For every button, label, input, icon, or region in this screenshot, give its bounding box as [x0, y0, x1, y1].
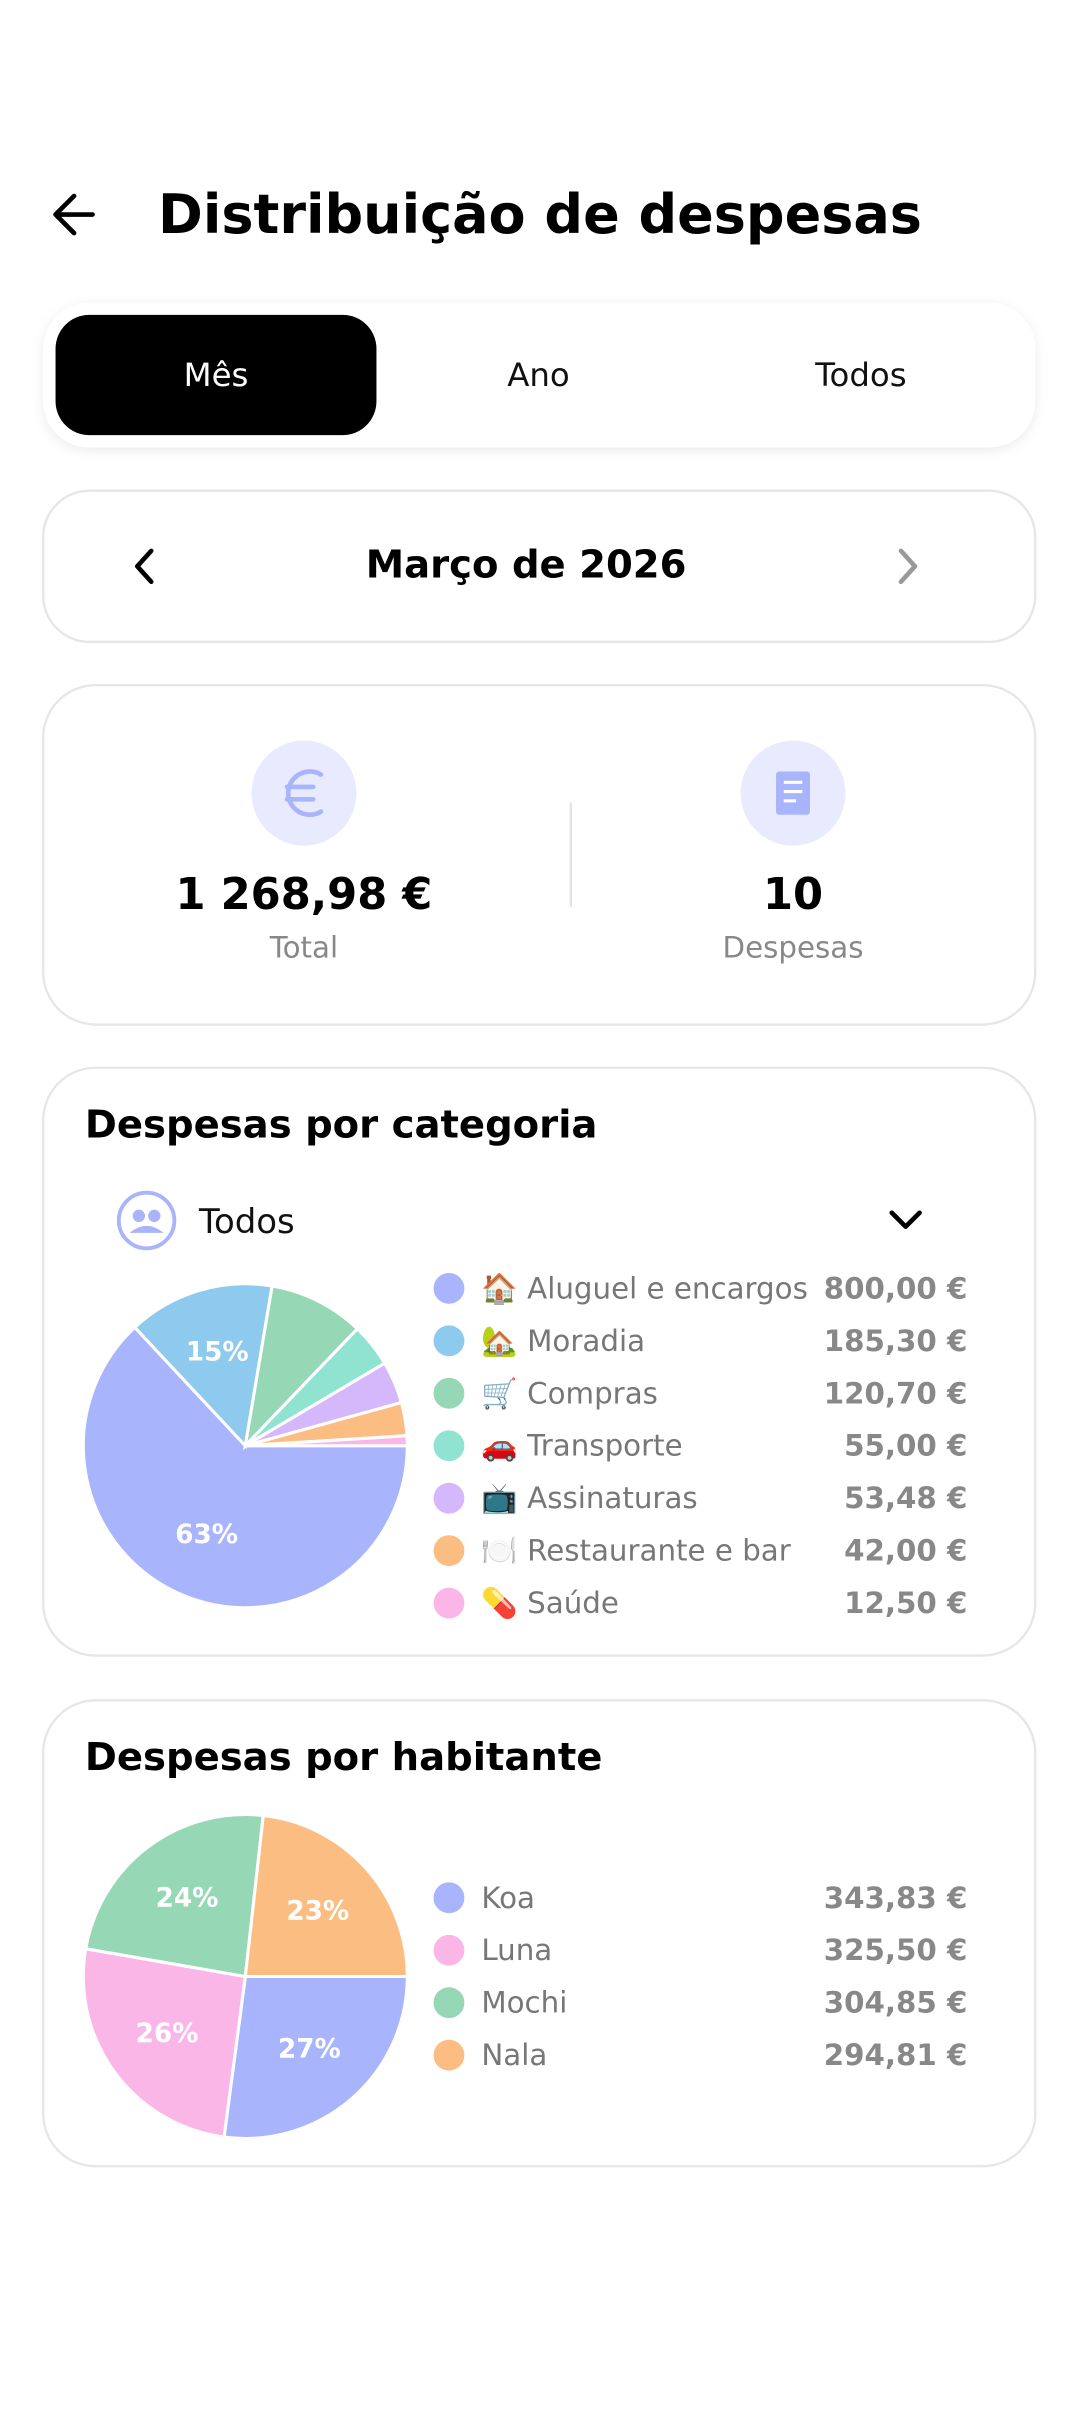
pie-slice — [242, 1284, 360, 1451]
page-title: Distribuição de despesas — [158, 183, 922, 246]
legend-dot — [433, 1430, 465, 1462]
legend-label: 💊 Saúde — [481, 1585, 619, 1621]
legend-dot — [433, 1535, 465, 1567]
legend-value: 343,83 € — [824, 1881, 968, 1915]
back-button[interactable] — [53, 193, 95, 236]
legend-dot — [433, 1987, 465, 2019]
legend-dot — [433, 1882, 465, 1914]
prev-period[interactable] — [135, 548, 154, 585]
slice-label: 23% — [286, 1897, 349, 1927]
legend-label: Mochi — [481, 1986, 567, 2020]
legend-value: 294,81 € — [824, 2038, 968, 2072]
legend-dot — [433, 1325, 465, 1357]
pie-slice — [83, 1812, 265, 1979]
legend-value: 185,30 € — [824, 1324, 968, 1358]
legend-label: 🛒 Compras — [481, 1376, 658, 1410]
legend-label: 🚗 Transporte — [481, 1429, 682, 1463]
slice-label: 24% — [156, 1884, 219, 1914]
charts: 63% 🏠 Aluguel e encargos 800,00 € 15% 🏡 Mora… — [81, 1271, 968, 2141]
legend-value: 42,00 € — [844, 1534, 967, 1568]
dropdown-chevron — [889, 1210, 922, 1229]
legend-label: Nala — [481, 2038, 547, 2072]
tab-selected[interactable] — [55, 314, 377, 436]
legend-value: 53,48 € — [844, 1481, 967, 1515]
legend-dot — [433, 1272, 465, 1304]
legend-value: 55,00 € — [844, 1429, 967, 1463]
filter-icon — [132, 1209, 146, 1223]
receipt-icon — [776, 771, 810, 815]
chart-title: Despesas por categoria — [85, 1102, 598, 1147]
legend-dot — [433, 1377, 465, 1409]
tab[interactable]: Ano — [507, 356, 570, 394]
slice-label: 15% — [186, 1338, 249, 1368]
filter-icon — [129, 1225, 164, 1233]
slice-label: 27% — [278, 2035, 341, 2065]
slice-label: 63% — [175, 1520, 238, 1550]
chart-title: Despesas por habitante — [85, 1735, 603, 1780]
legend-value: 12,50 € — [844, 1586, 967, 1620]
pie-slice — [81, 1946, 248, 2139]
tab[interactable]: Mês — [184, 356, 249, 394]
legend-label: Luna — [481, 1933, 552, 1967]
pie-slice — [243, 1813, 409, 1979]
period-card — [42, 489, 1037, 644]
count-value: 10 — [763, 870, 823, 920]
legend-label: 🏡 Moradia — [481, 1324, 645, 1358]
total-label: Total — [269, 930, 338, 964]
legend-value: 304,85 € — [824, 1986, 968, 2020]
legend-dot — [433, 1482, 465, 1514]
filter-label: Todos — [198, 1202, 295, 1242]
count-label: Despesas — [723, 930, 864, 964]
legend-dot — [433, 2039, 465, 2071]
pie-slice — [81, 1325, 409, 1610]
legend-label: 📺 Assinaturas — [481, 1481, 697, 1515]
filter-dropdown[interactable]: Todos — [116, 1190, 922, 1251]
next-period[interactable] — [898, 548, 918, 585]
pie-slice — [132, 1282, 274, 1450]
period-label: Março de 2026 — [366, 542, 687, 587]
legend-label: 🍽️ Restaurante e bar — [481, 1534, 791, 1568]
legend-label: Koa — [481, 1881, 535, 1915]
legend-dot — [433, 1934, 465, 1966]
euro-icon — [284, 769, 324, 818]
legend-value: 325,50 € — [824, 1933, 968, 1967]
legend-value: 800,00 € — [824, 1271, 968, 1305]
back-arrow — [53, 193, 95, 236]
tab[interactable]: Todos — [814, 356, 906, 394]
total-value: 1 268,98 € — [176, 870, 433, 920]
slice-label: 26% — [136, 2019, 199, 2049]
pie-slice — [245, 1434, 409, 1448]
legend-label: 🏠 Aluguel e encargos — [481, 1271, 807, 1305]
legend-value: 120,70 € — [824, 1376, 968, 1410]
euro-icon-bg — [251, 740, 357, 846]
summary-card — [42, 683, 1037, 1026]
filter-icon — [116, 1190, 177, 1251]
legend-dot — [433, 1587, 465, 1619]
filter-icon — [148, 1209, 161, 1223]
pie-slice — [222, 1974, 409, 2141]
